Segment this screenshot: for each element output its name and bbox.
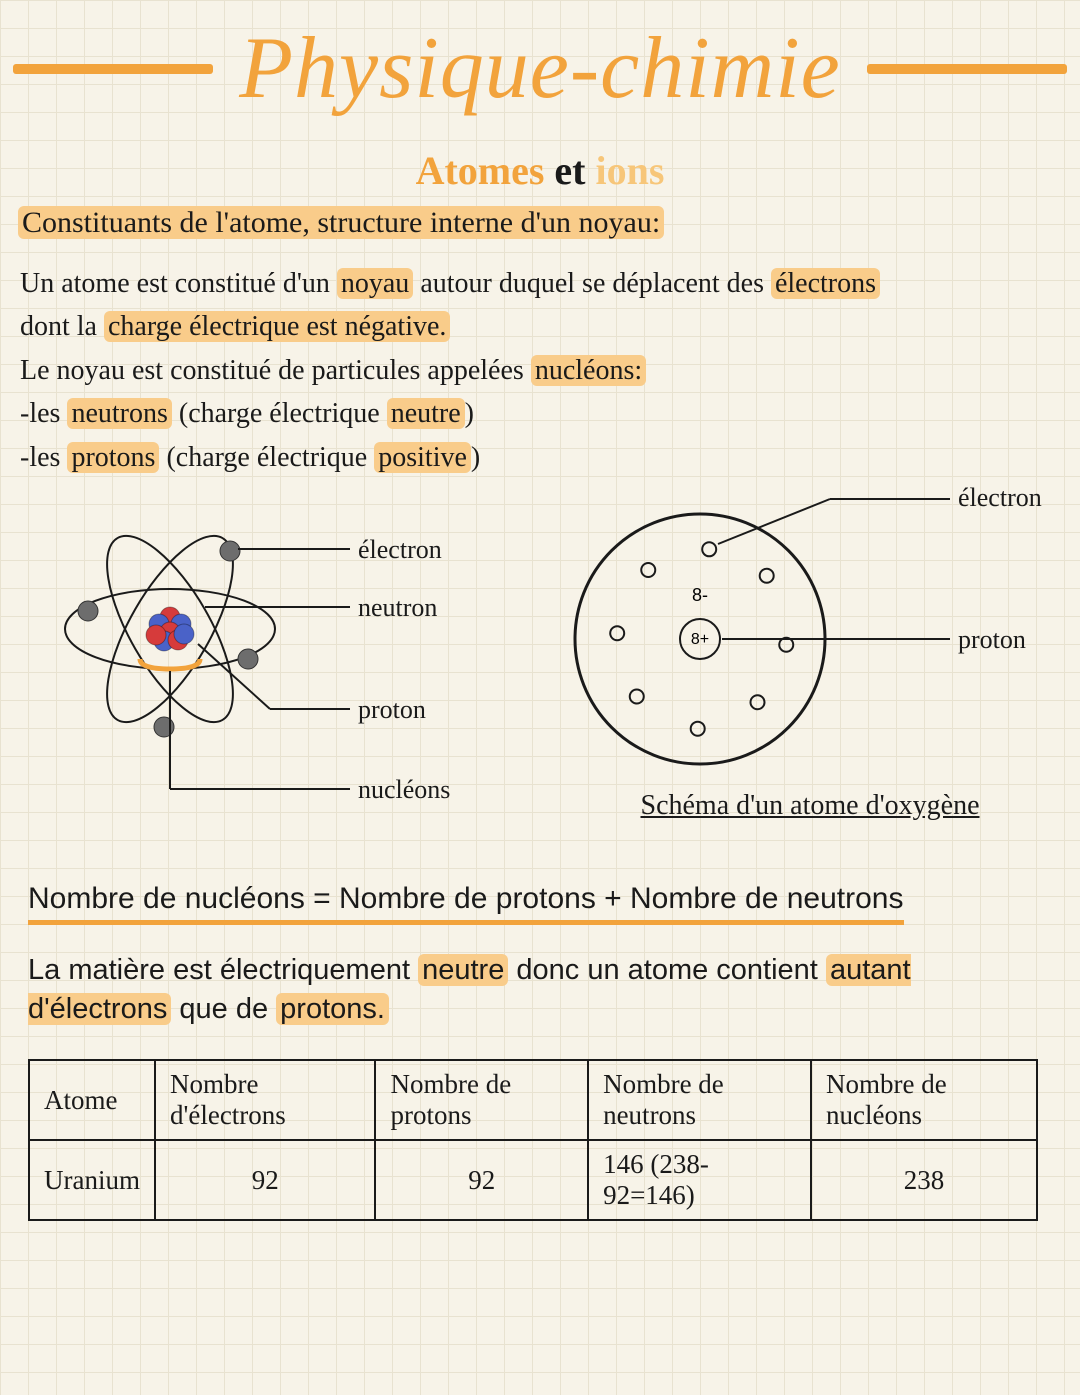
t: dont la <box>20 311 104 342</box>
oxygen-diagram: 8+ 8- électron proton Schéma d'un atome … <box>540 489 1080 824</box>
t: positive <box>374 442 471 473</box>
body-paragraph: Un atome est constitué d'un noyau autour… <box>20 262 1060 479</box>
td: 238 <box>811 1140 1037 1220</box>
th: Atome <box>29 1060 155 1140</box>
t: Un atome est constitué d'un <box>20 268 337 299</box>
subtitle-atomes: Atomes <box>416 148 545 193</box>
t: Le noyau est constitué de particules app… <box>20 355 531 386</box>
t: -les <box>20 398 67 429</box>
td: 146 (238-92=146) <box>588 1140 811 1220</box>
label-neutron: neutron <box>358 593 437 623</box>
subtitle-ions: ions <box>596 148 665 193</box>
title-row: Physique-chimie <box>0 0 1080 119</box>
t: noyau <box>337 268 413 299</box>
atom-svg <box>10 489 530 819</box>
t: protons. <box>276 993 389 1025</box>
formula: Nombre de nucléons = Nombre de protons +… <box>28 882 904 925</box>
title-bar-right <box>867 64 1067 74</box>
t: ) <box>465 398 474 429</box>
label-proton: proton <box>358 695 426 725</box>
t: (charge électrique <box>159 442 374 473</box>
shell-label: 8- <box>692 585 708 605</box>
label-electron: électron <box>358 535 442 565</box>
atom-table: Atome Nombre d'électrons Nombre de proto… <box>28 1059 1038 1221</box>
th: Nombre d'électrons <box>155 1060 376 1140</box>
t: -les <box>20 442 67 473</box>
t: La matière est électriquement <box>28 954 418 986</box>
diagrams-row: électron neutron proton nucléons 8+ 8- é… <box>10 489 1070 824</box>
t: donc un atome contient <box>508 954 826 986</box>
t: neutrons <box>67 398 171 429</box>
th: Nombre de nucléons <box>811 1060 1037 1140</box>
td: 92 <box>155 1140 376 1220</box>
t: que de <box>171 993 276 1025</box>
subtitle: Atomes et ions <box>0 147 1080 194</box>
t: électrons <box>771 268 880 299</box>
label-nucleons: nucléons <box>358 775 450 805</box>
t: autour duquel se déplacent des <box>413 268 771 299</box>
t: charge électrique est négative. <box>104 311 450 342</box>
t: neutre <box>418 954 508 986</box>
label-electron-oxy: électron <box>958 483 1042 513</box>
t: (charge électrique <box>172 398 387 429</box>
th: Nombre de neutrons <box>588 1060 811 1140</box>
section-heading: Constituants de l'atome, structure inter… <box>18 206 1080 240</box>
t: protons <box>67 442 159 473</box>
oxygen-caption: Schéma d'un atome d'oxygène <box>540 790 1080 822</box>
t: ) <box>471 442 480 473</box>
th: Nombre de protons <box>375 1060 588 1140</box>
neutral-paragraph: La matière est électriquement neutre don… <box>28 951 1052 1029</box>
table-header-row: Atome Nombre d'électrons Nombre de proto… <box>29 1060 1037 1140</box>
label-proton-oxy: proton <box>958 625 1026 655</box>
table-row: Uranium 92 92 146 (238-92=146) 238 <box>29 1140 1037 1220</box>
subtitle-et: et <box>544 148 595 193</box>
atom-diagram: électron neutron proton nucléons <box>10 489 530 824</box>
title-bar-left <box>13 64 213 74</box>
center-label: 8+ <box>691 631 709 648</box>
t: nucléons: <box>531 355 646 386</box>
heading-text: Constituants de l'atome, structure inter… <box>18 206 664 239</box>
td: 92 <box>375 1140 588 1220</box>
t: neutre <box>387 398 465 429</box>
page-title: Physique-chimie <box>231 18 848 119</box>
td: Uranium <box>29 1140 155 1220</box>
